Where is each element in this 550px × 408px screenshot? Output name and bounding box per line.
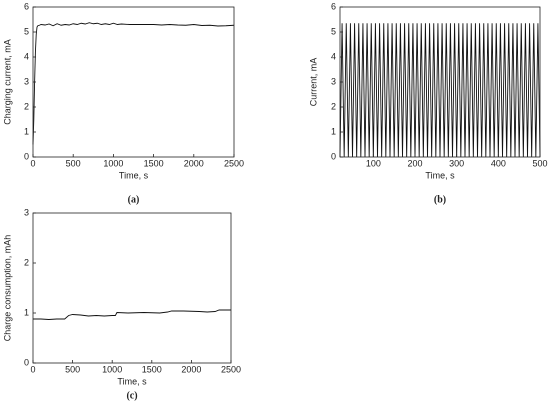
x-tick-label: 400 <box>491 158 506 168</box>
y-tick-label: 1 <box>24 307 29 317</box>
y-tick-label: 6 <box>24 1 29 11</box>
chart-panel: 0 500 1000 1500 2000 2500 0 1 2 3 4 5 6 Time, s Chargi… <box>2 1 244 205</box>
y-tick-label: 2 <box>24 257 29 267</box>
y-tick-label: 3 <box>24 207 29 217</box>
panel-caption: (a) <box>128 194 140 205</box>
y-tick-label: 0 <box>24 357 29 367</box>
y-tick-label: 0 <box>331 151 336 161</box>
chart-panel: 0 500 1000 1500 2000 2500 0 1 2 3 Time, s Charge co… <box>2 207 241 401</box>
data-line <box>32 22 235 145</box>
x-tick-label: 2500 <box>221 364 241 374</box>
y-axis-label: Charge consumption, mAh <box>2 235 12 342</box>
x-tick-label: 100 <box>366 158 381 168</box>
x-tick-label: 0 <box>30 158 35 168</box>
y-tick-label: 4 <box>331 51 336 61</box>
y-tick-label: 2 <box>331 101 336 111</box>
x-tick-label: 500 <box>66 158 81 168</box>
panel-caption: (c) <box>126 390 137 401</box>
y-tick-label: 1 <box>331 126 336 136</box>
y-tick-label: 4 <box>24 51 29 61</box>
data-line <box>339 23 541 158</box>
y-tick-label: 5 <box>24 26 29 36</box>
x-axis-label: Time, s <box>119 170 149 180</box>
y-tick-label: 0 <box>24 151 29 161</box>
data-line <box>33 309 231 320</box>
x-tick-label: 300 <box>449 158 464 168</box>
x-tick-label: 1500 <box>144 158 164 168</box>
plot-frame <box>32 6 235 158</box>
plot-frame <box>32 212 232 364</box>
x-tick-label: 2500 <box>224 158 244 168</box>
x-tick-label: 1000 <box>103 158 123 168</box>
x-tick-label: 1000 <box>102 364 122 374</box>
y-tick-label: 3 <box>24 76 29 86</box>
x-axis-label: Time, s <box>117 376 147 386</box>
x-tick-label: 500 <box>532 158 547 168</box>
y-axis-label: Charging current, mA <box>2 39 12 125</box>
y-tick-label: 1 <box>24 126 29 136</box>
x-tick-label: 0 <box>30 364 35 374</box>
y-tick-label: 5 <box>331 26 336 36</box>
y-tick-label: 3 <box>331 76 336 86</box>
panel-caption: (b) <box>434 194 446 205</box>
x-tick-label: 500 <box>65 364 80 374</box>
x-tick-label: 2000 <box>184 158 204 168</box>
chart-panel: 100 200 300 400 500 0 1 2 3 4 5 6 Time, s Current, mA… <box>308 1 547 205</box>
x-axis-label: Time, s <box>425 170 455 180</box>
x-tick-label: 1500 <box>142 364 162 374</box>
y-tick-label: 2 <box>24 101 29 111</box>
x-tick-label: 2000 <box>181 364 201 374</box>
y-tick-label: 6 <box>331 1 336 11</box>
y-axis-label: Current, mA <box>308 58 318 107</box>
x-tick-label: 200 <box>407 158 422 168</box>
